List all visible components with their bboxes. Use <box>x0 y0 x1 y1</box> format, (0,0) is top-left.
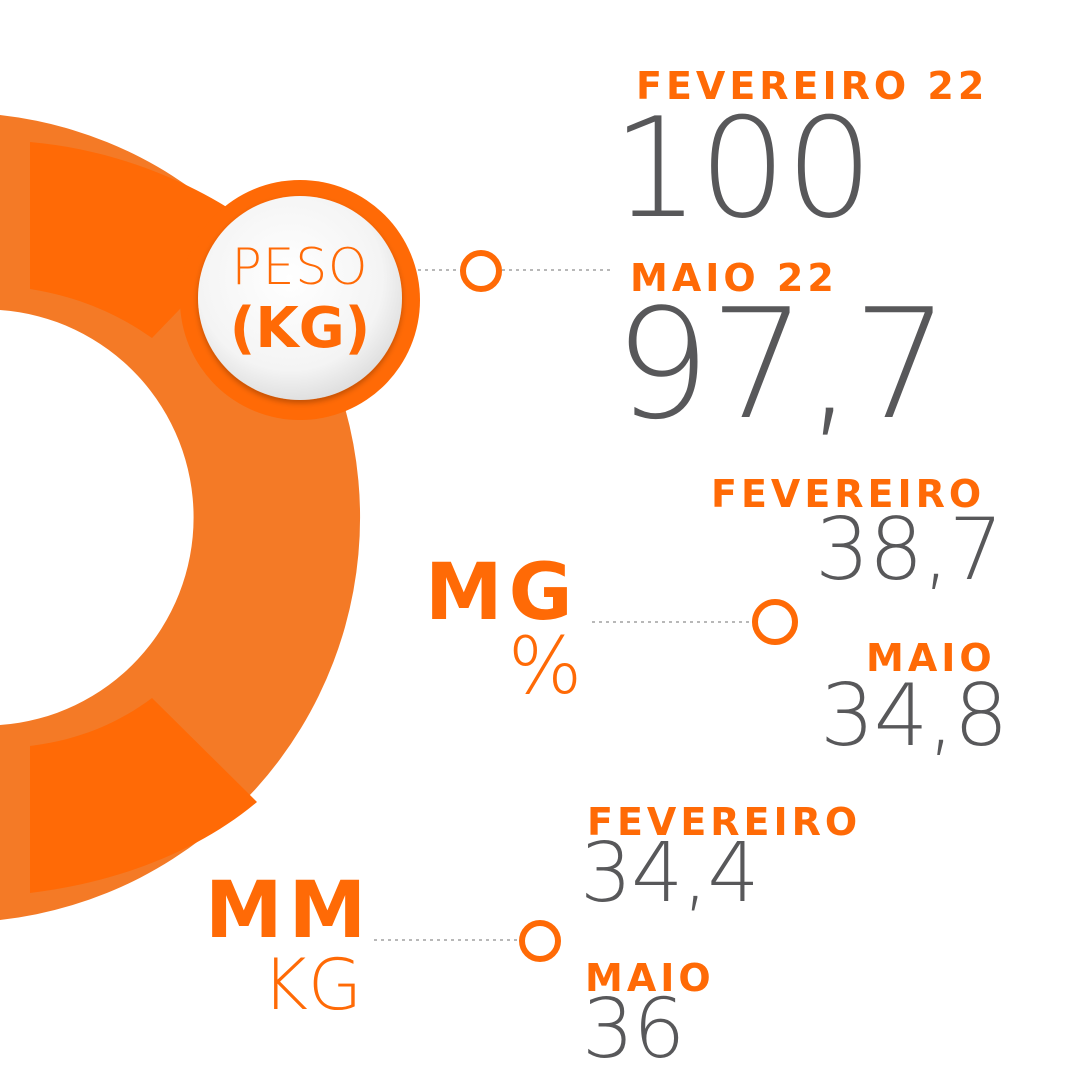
peso-period-1: FEVEREIRO 22 <box>636 64 989 108</box>
mg-node-circle <box>752 599 798 645</box>
mg-unit: % <box>508 622 583 712</box>
peso-value-1: 100 <box>612 88 873 249</box>
mm-period-1: FEVEREIRO <box>587 800 862 844</box>
mm-label: MM <box>205 866 373 956</box>
mm-node-circle <box>519 920 561 962</box>
peso-badge-face <box>198 196 402 400</box>
mg-label: MG <box>425 548 579 638</box>
peso-period-2: MAIO 22 <box>630 256 838 300</box>
peso-unit: (KG) <box>229 296 371 361</box>
mg-period-2: MAIO <box>866 636 996 680</box>
mm-unit: KG <box>262 944 363 1026</box>
mm-value-2: 36 <box>582 982 685 1077</box>
peso-node-circle <box>460 250 502 292</box>
mm-value-1: 34,4 <box>580 826 760 921</box>
ring-top-segment <box>30 142 258 338</box>
mg-value-1: 38,7 <box>815 500 1003 600</box>
mm-period-2: MAIO <box>585 956 715 1000</box>
peso-label: PESO <box>231 238 369 296</box>
mg-period-1: FEVEREIRO <box>711 472 986 516</box>
ring-bottom-segment <box>30 698 257 893</box>
mg-value-2: 34,8 <box>820 666 1008 766</box>
peso-value-2: 97,7 <box>614 276 949 453</box>
